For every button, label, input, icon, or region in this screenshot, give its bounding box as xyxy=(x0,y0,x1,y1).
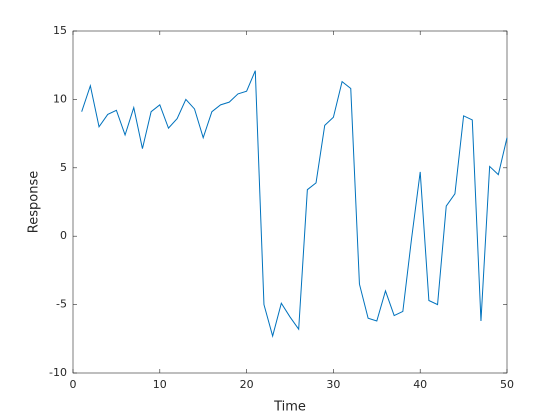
y-axis-label: Response xyxy=(27,171,42,233)
y-tick-label: 15 xyxy=(53,24,67,37)
y-tick-label: -10 xyxy=(49,366,67,379)
x-tick-label: 20 xyxy=(240,378,254,391)
x-axis-label: Time xyxy=(273,400,306,415)
x-tick-label: 10 xyxy=(153,378,167,391)
x-tick-label: 0 xyxy=(70,378,77,391)
x-tick-label: 50 xyxy=(500,378,514,391)
x-tick-label: 40 xyxy=(413,378,427,391)
y-tick-label: 0 xyxy=(60,229,67,242)
y-tick-label: 10 xyxy=(53,92,67,105)
data-line xyxy=(81,70,508,338)
plot-frame xyxy=(72,30,508,374)
y-tick-label: -5 xyxy=(56,298,67,311)
x-tick-label: 30 xyxy=(326,378,340,391)
y-tick-label: 5 xyxy=(60,161,67,174)
